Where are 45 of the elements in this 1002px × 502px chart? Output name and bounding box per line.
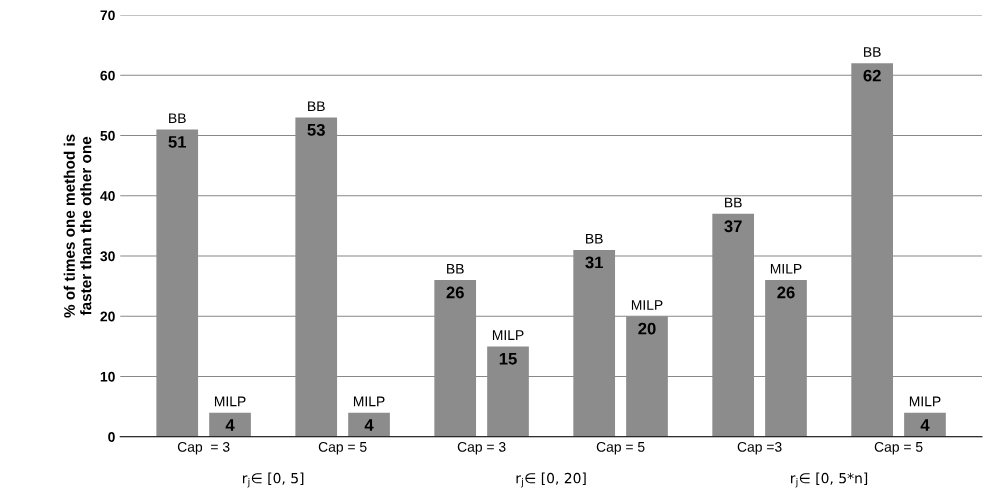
data-label: 37 [724,220,742,233]
y-tick-label: 60 [100,70,115,81]
bar [209,412,251,437]
text: r$_{j}$∈ [0, 5*n] [791,472,868,488]
y-tick-label: 20 [100,311,115,322]
text: BB [864,47,881,57]
text: BB [169,113,186,124]
y-tick-label: 70 [100,10,115,21]
data-label: 4 [225,419,235,431]
text: MILP [770,264,802,274]
text: BB [586,233,603,244]
text: r$_{j}$∈ [0, 20] [516,472,586,488]
text: BB [308,101,325,111]
text: r$_{j}$∈ [0, 5] [243,472,304,488]
text: MILP [631,300,663,310]
x-tick-label: Cap = 5 [318,441,367,455]
y-tick-label: 10 [100,371,115,382]
bar [348,412,390,437]
data-label: 26 [446,286,464,299]
data-label: 15 [499,353,517,365]
text: MILP [353,396,385,407]
x-tick-label: Cap = 3 [457,441,506,455]
data-label: 4 [920,419,930,431]
x-tick-label: Cap = 3 [177,441,230,455]
data-label: 4 [364,419,374,431]
data-label: 53 [307,123,325,136]
x-tick-label: Cap = 5 [596,441,645,455]
series-label: BB [725,197,742,208]
y-tick-label: 0 [108,432,115,442]
y-tick-label: 50 [100,130,115,141]
bar [904,412,946,437]
text: MILP [909,396,941,407]
data-label: 26 [777,286,795,299]
data-label: 20 [638,322,656,335]
x-tick-label: Cap = 5 [874,441,923,455]
data-label: 62 [863,69,881,82]
series-label: MILP [214,396,246,407]
y-tick-label: 40 [100,191,115,201]
text: BB [447,264,464,274]
x-tick-label: Cap =3 [737,441,782,455]
text: MILP [492,330,524,340]
data-label: 31 [585,256,603,269]
y-tick-label: 30 [100,251,115,262]
y-axis-title: % of times one method is faster than the other one [63,134,92,318]
data-label: 51 [168,136,187,148]
